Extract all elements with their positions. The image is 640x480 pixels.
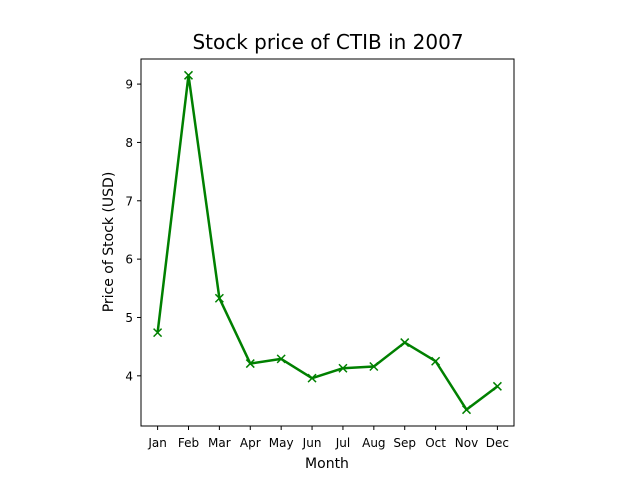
x-tick-label: Aug — [362, 436, 385, 450]
x-tick-label: Nov — [455, 436, 478, 450]
x-tick-label: Jun — [302, 436, 322, 450]
data-point-marker — [338, 363, 348, 373]
series-line — [156, 74, 499, 411]
y-tick-label: 9 — [125, 78, 133, 92]
data-point-marker — [307, 373, 317, 383]
y-tick-label: 6 — [125, 253, 133, 267]
x-tick-label: Dec — [486, 436, 509, 450]
chart-title: Stock price of CTIB in 2007 — [192, 30, 463, 54]
data-point-marker — [245, 359, 255, 369]
y-tick-label: 7 — [125, 194, 133, 208]
data-point-marker — [153, 328, 163, 338]
x-tick-label: Oct — [425, 436, 446, 450]
y-tick-label: 4 — [125, 369, 133, 383]
x-tick-label: Sep — [393, 436, 416, 450]
x-tick-label: Apr — [240, 436, 261, 450]
x-axis-label: Month — [305, 456, 349, 472]
data-point-marker — [276, 354, 286, 364]
data-point-marker — [400, 338, 410, 348]
x-tick-label: Jul — [335, 436, 350, 450]
data-point-marker — [461, 405, 472, 415]
y-axis-label: Price of Stock (USD) — [101, 172, 117, 313]
x-tick-label: May — [269, 436, 294, 450]
y-tick-label: 5 — [125, 311, 133, 325]
x-tick-label: Feb — [178, 436, 199, 450]
y-tick-label: 8 — [125, 136, 133, 150]
plot-frame — [140, 58, 515, 427]
x-tick-label: Jan — [147, 436, 167, 450]
data-point-marker — [183, 70, 194, 80]
data-point-marker — [369, 361, 379, 372]
data-point-marker — [492, 381, 502, 391]
data-point-marker — [431, 356, 441, 366]
plot-area: Jan Feb Mar Apr May Jun Jul Aug Sep Oct Nov Dec 4 5 6 7… — [125, 58, 515, 450]
data-point-marker — [214, 293, 224, 303]
x-tick-label: Mar — [208, 436, 231, 450]
